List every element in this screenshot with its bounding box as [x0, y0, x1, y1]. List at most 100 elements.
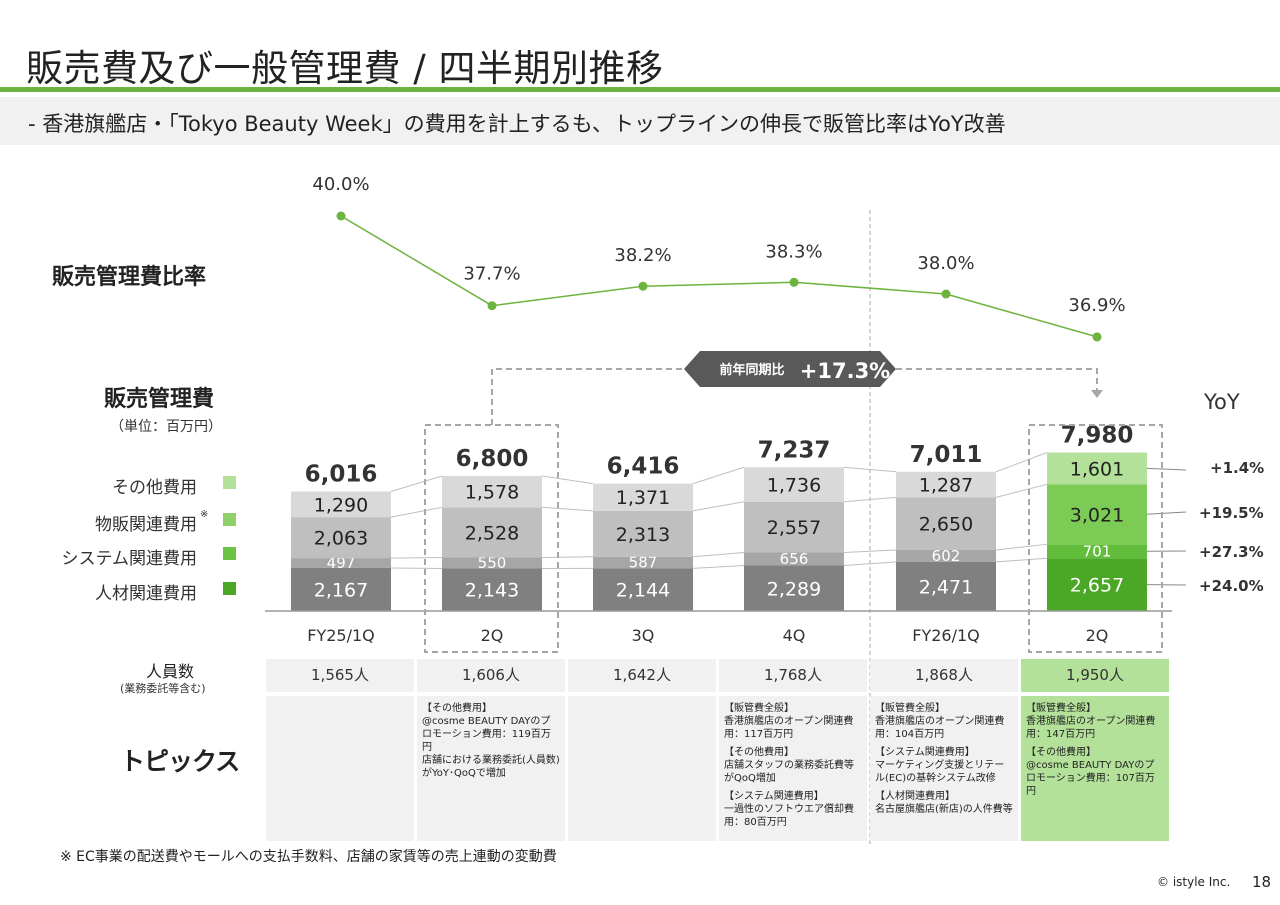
bar-segment-label: 2,144: [616, 580, 670, 602]
bar-connector-line: [843, 549, 897, 554]
bar-segment-label: 550: [478, 554, 507, 572]
bar-connector-line: [390, 557, 443, 559]
bar-segment: [442, 568, 542, 611]
yoy-leader-line: [1146, 511, 1187, 515]
topic-text: 香港旗艦店のオープン関連費用：104百万円: [875, 716, 1005, 740]
bar-connector-line: [692, 466, 745, 485]
bar-segment: [291, 558, 391, 568]
x-category-label: 2Q: [481, 626, 504, 645]
bar-segment-label: 701: [1083, 542, 1112, 560]
bar-segment-label: 2,557: [767, 517, 821, 539]
bar-segment: [1047, 544, 1147, 559]
bar-connector-line: [843, 496, 897, 503]
bar-segment-label: 587: [629, 554, 658, 572]
yoy-logistics: +19.5%: [1199, 504, 1264, 522]
bar-segment-label: 2,167: [314, 579, 368, 601]
topic-text: 【販管費全般】: [1026, 703, 1096, 714]
bar-connector-line: [843, 466, 897, 473]
bar-segment-label: 1,578: [465, 482, 519, 504]
x-category-label: 3Q: [632, 626, 655, 645]
bar-connector-line: [541, 475, 594, 485]
bar-segment: [744, 501, 844, 553]
bar-connector-line: [692, 565, 745, 569]
bar-connector-line: [995, 483, 1048, 498]
bar-segment: [442, 507, 542, 558]
topic-text: 店舗スタッフの業務委託費等がQoQ増加: [724, 760, 854, 784]
legend-swatch-system: [223, 547, 236, 560]
topic-text: マーケティング支援とリテール(EC)の基幹システム改修: [875, 760, 1005, 784]
topic-cell: 【販管費全般】 香港旗艦店のオープン関連費用：104百万円【システム関連費用】マー…: [870, 696, 1018, 841]
ratio-point: [941, 289, 951, 299]
bar-segment-label: 602: [932, 547, 961, 565]
legend-label-other: その他費用: [112, 478, 197, 498]
bar-segment-label: 2,528: [465, 522, 519, 544]
bar-segment: [442, 475, 542, 508]
topic-text: 【システム関連費用】: [875, 747, 975, 758]
yoy-comparison-callout: 前年同期比 +17.3%: [684, 351, 896, 387]
subtitle-bar: [0, 97, 1280, 145]
bar-segment-label: 1,736: [767, 474, 821, 496]
topic-text: 【販管費全般】: [724, 703, 794, 714]
headcount-label: 人員数: [146, 662, 195, 681]
bar-segment: [1047, 452, 1147, 485]
bar-segment: [1047, 484, 1147, 545]
legend-label-system: システム関連費用: [61, 549, 198, 569]
callout-arrow-shape: [684, 351, 896, 387]
headcount-note: (業務委託等含む): [120, 682, 206, 695]
topic-paragraph: 【その他費用】 @cosme BEAUTY DAYのプロモーション費用：119百万…: [422, 702, 560, 780]
ratio-data-label: 36.9%: [1068, 295, 1125, 316]
bar-total-label: 6,016: [305, 462, 378, 488]
sga-stacked-bar-chart: 2,167 497 2,063 1,290 6,016 FY25/1Q 2,143 550 2,…: [265, 368, 1187, 653]
callout-label: 前年同期比: [719, 362, 784, 378]
footnote: ※ EC事業の配送費やモールへの支払手数料、店舗の家賃等の売上連動の変動費: [60, 849, 557, 865]
topic-cell: [266, 696, 414, 841]
legend-label-logistics: 物販関連費用: [95, 515, 197, 535]
bar-segment: [896, 471, 996, 498]
ratio-point: [336, 211, 346, 221]
legend-label-personnel: 人材関連費用: [95, 584, 197, 604]
x-category-label: 4Q: [783, 626, 806, 645]
bar-segment: [291, 517, 391, 559]
page-number: 18: [1252, 873, 1272, 891]
ratio-data-label: 38.3%: [765, 241, 822, 262]
bar-segment: [896, 549, 996, 562]
yoy-leader-line: [1146, 467, 1187, 471]
bar-connector-line: [692, 552, 745, 558]
bar-segment-label: 1,290: [314, 494, 368, 516]
bar-connector-line: [995, 543, 1048, 551]
bar-segment: [1047, 558, 1147, 611]
x-category-label: FY26/1Q: [912, 626, 980, 645]
headcount-cell: 1,868人: [870, 659, 1018, 692]
ratio-data-label: 37.7%: [463, 264, 520, 285]
topic-text: @cosme BEAUTY DAYのプロモーション費用：119百万円: [422, 716, 551, 753]
topic-cell: 【その他費用】 @cosme BEAUTY DAYのプロモーション費用：119百万…: [417, 696, 565, 841]
bar-segment-label: 1,287: [919, 475, 973, 497]
yoy-header: YoY: [1204, 390, 1240, 414]
bar-segment: [442, 557, 542, 569]
bar-segment: [896, 561, 996, 611]
topic-cell: 【販管費全般】 香港旗艦店のオープン関連費用：117百万円 【その他費用】 店舗スタッ…: [719, 696, 867, 841]
unit-label: （単位：百万円）: [110, 419, 222, 435]
bar-segment-label: 1,371: [616, 487, 670, 509]
topic-paragraph: 【システム関連費用】 一過性のソフトウエア償却費用：80百万円: [724, 790, 862, 829]
topic-paragraph: 【販管費全般】 香港旗艦店のオープン関連費用：104百万円: [875, 702, 1013, 741]
title-underline: [0, 87, 1280, 92]
bar-segment-label: 656: [780, 550, 809, 568]
legend-swatch-logistics: [223, 513, 236, 526]
topic-text: 香港旗艦店のオープン関連費用：117百万円: [724, 716, 854, 740]
bar-total-label: 6,416: [607, 454, 680, 480]
bar-segment: [744, 467, 844, 502]
ratio-line: [340, 215, 1098, 338]
bar-total-label: 6,800: [456, 446, 529, 472]
bar-connector-line: [541, 506, 594, 512]
bar-segment: [593, 568, 693, 611]
ratio-data-label: 38.2%: [614, 245, 671, 266]
topic-text: 名古屋旗艦店(新店)の人件費等: [875, 804, 1013, 815]
headcount-cell: 1,950人: [1021, 659, 1169, 692]
yoy-personnel: +24.0%: [1199, 577, 1264, 595]
topic-cell: [568, 696, 716, 841]
copyright: © istyle Inc.: [1157, 875, 1231, 889]
topic-text: @cosme BEAUTY DAYのプロモーション費用：107百万円: [1026, 760, 1155, 797]
legend-swatch-personnel: [223, 582, 236, 595]
